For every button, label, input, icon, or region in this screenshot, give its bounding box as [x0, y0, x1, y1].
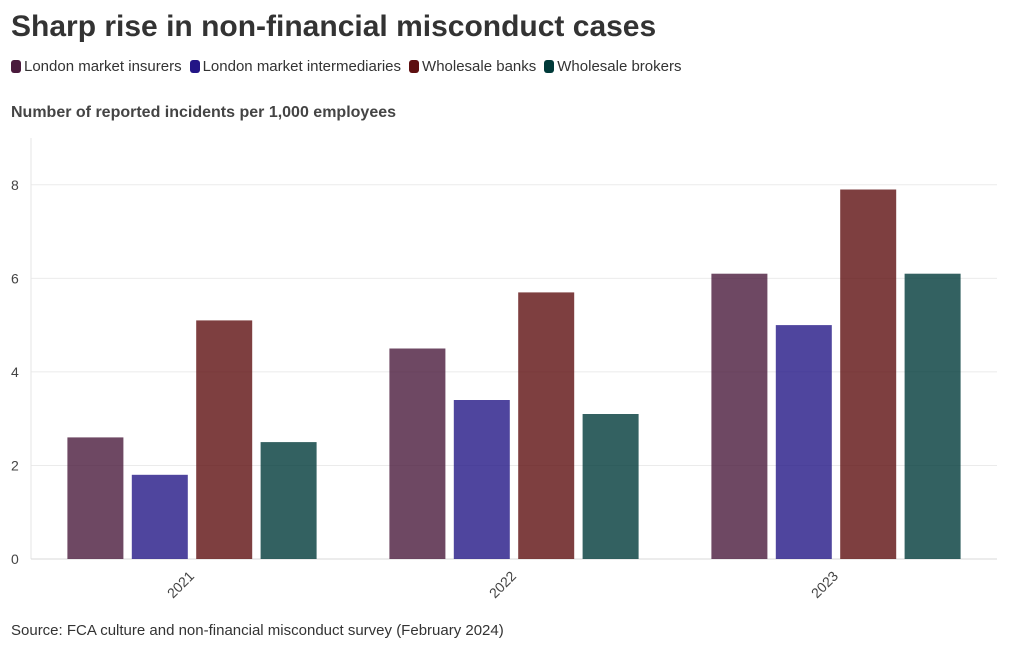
chart-subtitle: Number of reported incidents per 1,000 e… — [11, 104, 397, 121]
bar-london-market-intermediaries-2023 — [775, 325, 832, 559]
legend-label-london-market-insurers: London market insurers — [24, 58, 182, 75]
bar-wholesale-banks-2022 — [518, 292, 575, 559]
x-tick-label-2022: 2022 — [486, 568, 519, 601]
bar-wholesale-brokers-2022 — [582, 414, 639, 559]
legend-label-wholesale-banks: Wholesale banks — [422, 58, 537, 75]
x-tick-label-2021: 2021 — [164, 568, 197, 601]
legend-item-london-market-intermediaries[interactable]: London market intermediaries — [189, 58, 402, 75]
legend-swatch-london-market-insurers — [11, 60, 21, 73]
bar-wholesale-banks-2021 — [196, 320, 253, 559]
legend-label-london-market-intermediaries: London market intermediaries — [202, 58, 402, 75]
bar-london-market-insurers-2021 — [67, 437, 124, 559]
bar-london-market-intermediaries-2022 — [453, 400, 510, 559]
bar-london-market-intermediaries-2021 — [131, 474, 188, 559]
y-tick-label-0: 0 — [11, 551, 19, 567]
legend-swatch-london-market-intermediaries — [189, 60, 200, 73]
bar-london-market-insurers-2022 — [389, 348, 446, 559]
bar-wholesale-brokers-2021 — [260, 442, 317, 559]
bar-wholesale-brokers-2023 — [904, 273, 961, 559]
legend-item-london-market-insurers[interactable]: London market insurers — [11, 58, 182, 75]
legend-label-wholesale-brokers: Wholesale brokers — [557, 58, 682, 75]
y-tick-label-6: 6 — [11, 270, 19, 286]
legend: London market insurers London market int… — [11, 58, 689, 75]
y-tick-label-4: 4 — [11, 364, 19, 380]
y-tick-label-2: 2 — [11, 457, 19, 473]
bar-wholesale-banks-2023 — [840, 189, 897, 559]
legend-item-wholesale-banks[interactable]: Wholesale banks — [409, 58, 536, 75]
legend-swatch-wholesale-banks — [409, 60, 420, 73]
y-tick-label-8: 8 — [11, 177, 19, 193]
chart-title: Sharp rise in non-financial misconduct c… — [11, 10, 657, 43]
x-tick-label-2023: 2023 — [808, 568, 841, 601]
source-note: Source: FCA culture and non-financial mi… — [11, 622, 504, 639]
legend-swatch-wholesale-brokers — [544, 60, 555, 73]
bar-london-market-insurers-2023 — [711, 273, 768, 559]
legend-item-wholesale-brokers[interactable]: Wholesale brokers — [544, 58, 681, 75]
